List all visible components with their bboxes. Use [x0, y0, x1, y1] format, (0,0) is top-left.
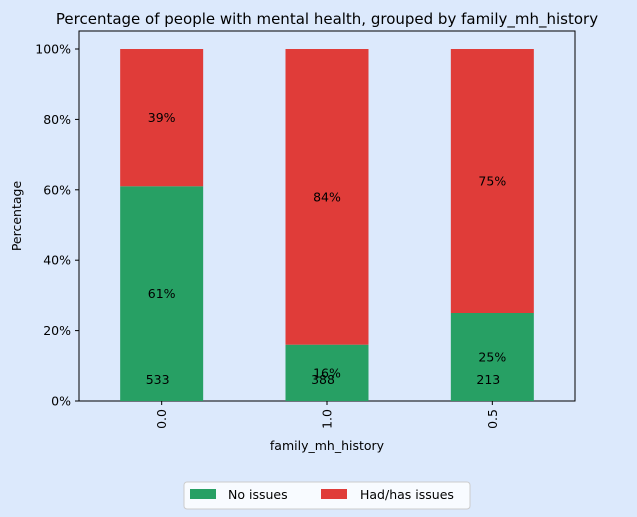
- x-axis: 0.0 1.0 0.5: [154, 401, 500, 429]
- y-tick-label: 80%: [43, 112, 71, 127]
- bar-segment: [450, 313, 534, 401]
- legend-swatch-had-issues: [321, 489, 347, 499]
- bar-percent-label: 39%: [148, 110, 176, 125]
- legend-label-had-issues: Had/has issues: [360, 487, 454, 502]
- bar-count-label: 213: [476, 372, 500, 387]
- y-axis-label: Percentage: [9, 181, 24, 252]
- legend-swatch-no-issues: [190, 489, 216, 499]
- y-axis: 0% 20% 40% 60% 80% 100%: [35, 42, 79, 409]
- x-tick-label: 1.0: [320, 409, 335, 429]
- legend: No issues Had/has issues: [183, 481, 471, 510]
- data-labels: 61% 39% 533 16% 84% 388 25% 75% 213: [146, 110, 507, 387]
- y-tick-label: 0%: [51, 394, 71, 409]
- x-tick-label: 0.0: [154, 409, 169, 429]
- bar-segment: [450, 49, 534, 313]
- bar-segment: [120, 49, 204, 187]
- bar-percent-label: 61%: [148, 286, 176, 301]
- y-tick-label: 100%: [35, 42, 71, 57]
- bar-count-label: 388: [311, 372, 335, 387]
- chart-title: Percentage of people with mental health,…: [56, 10, 598, 29]
- bar-percent-label: 25%: [478, 350, 506, 365]
- bar-percent-label: 84%: [313, 189, 341, 204]
- legend-label-no-issues: No issues: [228, 487, 288, 502]
- bars: [120, 49, 534, 401]
- x-tick-label: 0.5: [485, 409, 500, 429]
- bar-count-label: 533: [146, 372, 170, 387]
- x-axis-label: family_mh_history: [270, 438, 385, 453]
- y-tick-label: 40%: [43, 253, 71, 268]
- bar-segment: [120, 186, 204, 401]
- bar-segment: [285, 344, 369, 401]
- bar-percent-label: 16%: [313, 365, 341, 380]
- y-tick-label: 20%: [43, 323, 71, 338]
- bar-percent-label: 75%: [478, 174, 506, 189]
- y-tick-label: 60%: [43, 182, 71, 197]
- bar-segment: [285, 49, 369, 345]
